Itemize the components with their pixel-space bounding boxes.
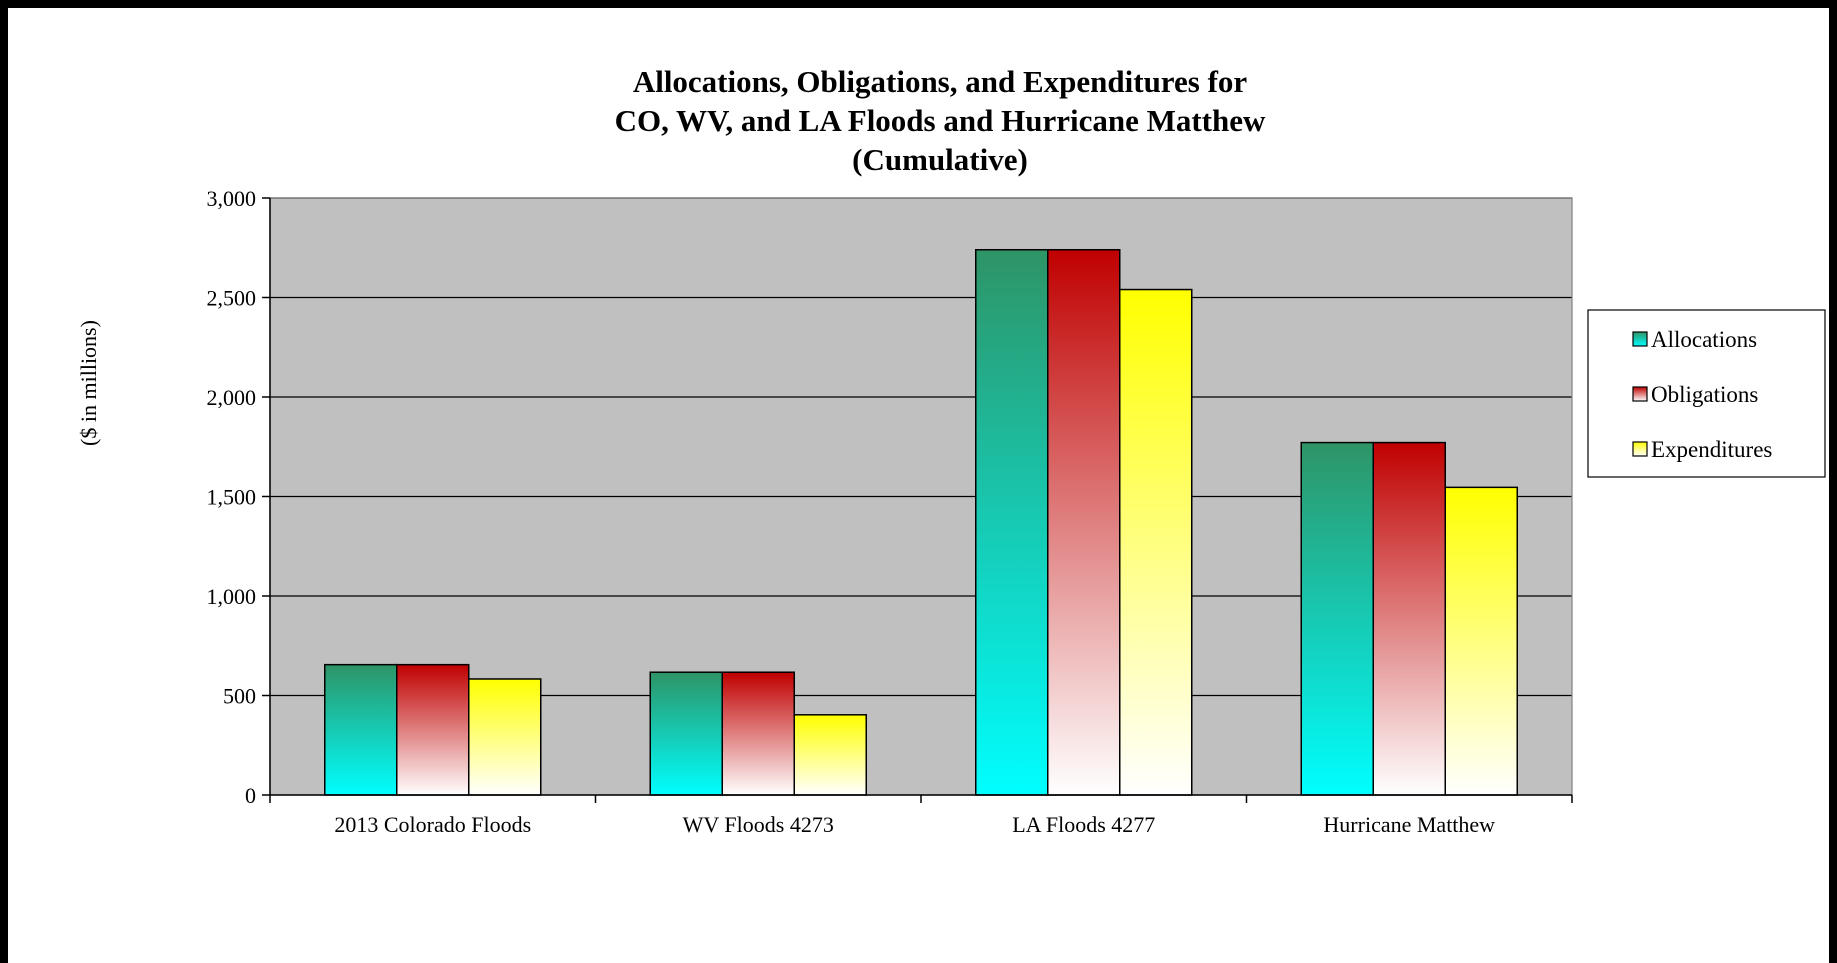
- chart-title-line-3: (Cumulative): [852, 142, 1028, 177]
- x-tick-label: WV Floods 4273: [683, 812, 834, 837]
- chart-title-line-1: Allocations, Obligations, and Expenditur…: [633, 64, 1248, 99]
- bar-allocations-0: [324, 663, 398, 796]
- legend-label-allocations: Allocations: [1651, 327, 1757, 352]
- bar-obligations-0: [396, 663, 470, 796]
- y-axis-title: ($ in millions): [76, 320, 101, 446]
- bar-expenditures-0: [468, 678, 542, 796]
- legend-box: [1587, 309, 1826, 478]
- legend-swatch-obligations: [1632, 386, 1648, 402]
- y-tick-label: 3,000: [207, 186, 257, 211]
- plot-area-group: 0 500 1,000 1,500 2,000 2,500 3,000 2013 Colora…: [207, 186, 1573, 837]
- legend-label-expenditures: Expenditures: [1651, 437, 1772, 462]
- legend: Allocations Obligations Expenditures: [1587, 309, 1826, 478]
- legend-swatch-expenditures: [1632, 441, 1648, 457]
- bar-expenditures-3: [1444, 486, 1518, 796]
- chart-title-line-2: CO, WV, and LA Floods and Hurricane Matt…: [615, 103, 1266, 138]
- bar-obligations-3: [1372, 441, 1446, 796]
- legend-swatch-allocations: [1632, 331, 1648, 347]
- y-tick-label: 0: [245, 783, 256, 808]
- bar-allocations-3: [1300, 441, 1374, 796]
- y-tick-label: 500: [223, 684, 256, 709]
- x-tick-label: 2013 Colorado Floods: [334, 812, 531, 837]
- legend-label-obligations: Obligations: [1651, 382, 1758, 407]
- bar-obligations-2: [1047, 248, 1121, 796]
- y-tick-label: 1,500: [207, 485, 257, 510]
- bar-allocations-2: [975, 248, 1049, 796]
- chart-title: Allocations, Obligations, and Expenditur…: [615, 64, 1266, 177]
- y-tick-label: 2,500: [207, 286, 257, 311]
- bar-expenditures-1: [793, 714, 867, 796]
- y-tick-label: 2,000: [207, 385, 257, 410]
- x-tick-label: LA Floods 4277: [1012, 812, 1155, 837]
- bar-obligations-1: [721, 671, 795, 796]
- y-tick-label: 1,000: [207, 584, 257, 609]
- bar-allocations-1: [649, 671, 723, 796]
- bar-expenditures-2: [1119, 288, 1193, 796]
- x-tick-label: Hurricane Matthew: [1323, 812, 1495, 837]
